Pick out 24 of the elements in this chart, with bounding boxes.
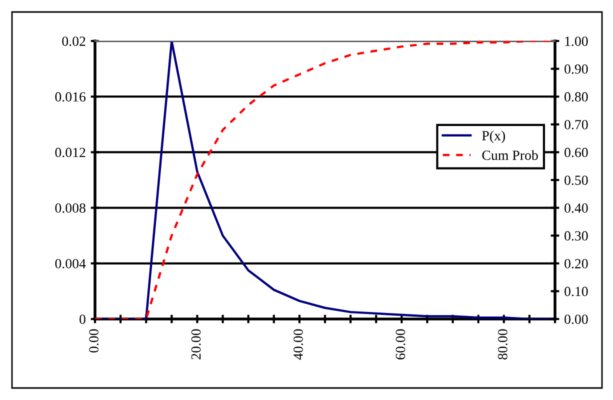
y2-tick-label: 0.00	[564, 314, 588, 324]
legend-label: Cum Prob	[482, 150, 538, 160]
y-tick-label: 0.004	[55, 258, 86, 268]
x-tick-label: 60.00	[396, 329, 406, 360]
y2-tick-label: 0.80	[564, 92, 588, 102]
y2-tick-label: 0.40	[564, 203, 588, 213]
y-tick-label: 0.012	[55, 148, 86, 158]
y-tick-label: 0	[80, 314, 86, 324]
x-tick-label: 40.00	[294, 329, 303, 360]
y-tick-label: 0.008	[55, 203, 86, 213]
y2-tick-label: 0.50	[564, 176, 588, 186]
y2-tick-label: 0.60	[564, 148, 588, 158]
x-tick-label: 0.00	[89, 329, 99, 352]
y2-tick-label: 0.70	[564, 120, 588, 130]
y2-tick-label: 0.90	[564, 64, 588, 74]
y-tick-label: 0.016	[55, 92, 86, 102]
y2-tick-label: 0.20	[564, 258, 588, 268]
y2-tick-label: 0.30	[564, 231, 588, 241]
legend-label: P(x)	[482, 130, 505, 144]
y-tick-label: 0.02	[62, 36, 86, 46]
y2-tick-label: 0.10	[564, 286, 588, 296]
x-tick-label: 80.00	[498, 329, 508, 360]
y2-tick-label: 1.00	[565, 36, 588, 46]
x-tick-label: 20.00	[191, 329, 201, 360]
